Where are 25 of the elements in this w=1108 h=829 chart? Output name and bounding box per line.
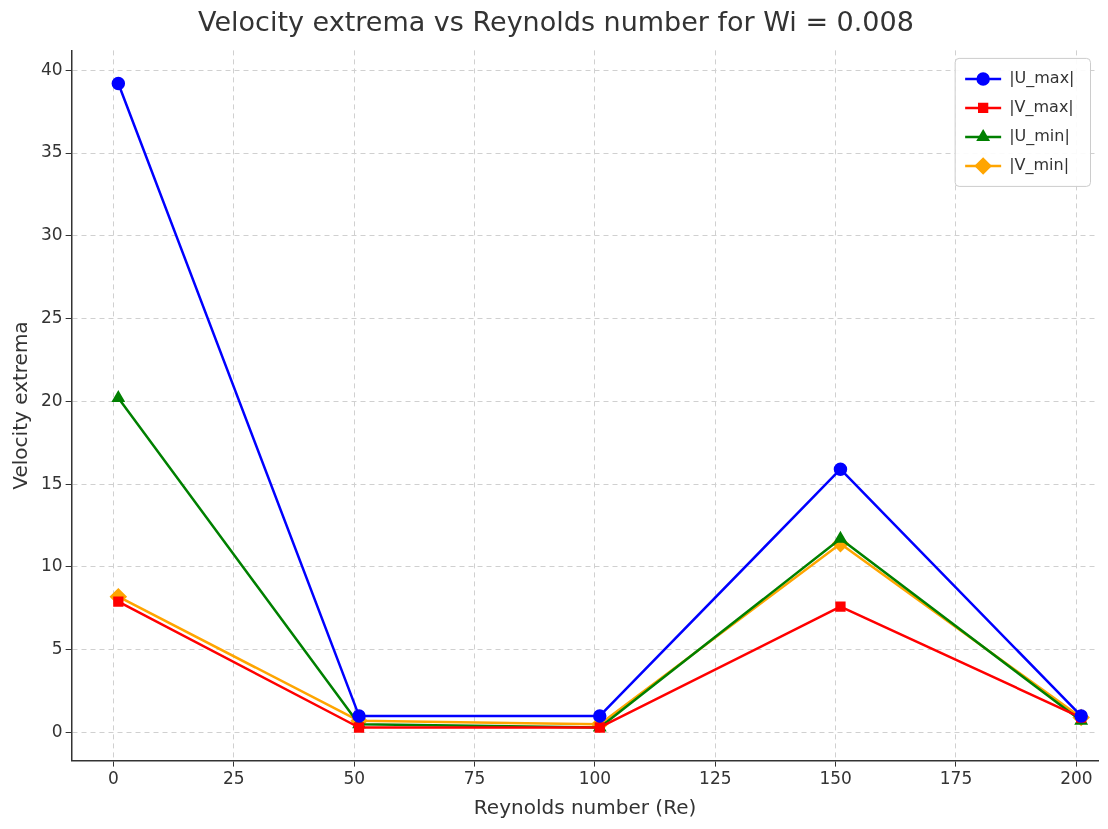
x-tick-label: 200 xyxy=(1060,768,1093,789)
y-tick-label: 30 xyxy=(40,224,63,245)
x-tick-label: 175 xyxy=(939,768,973,789)
chart-title: Velocity extrema vs Reynolds number for Wi = 0.008 xyxy=(198,6,914,38)
x-tick-label: 100 xyxy=(578,768,612,789)
y-axis-title: Velocity extrema xyxy=(8,321,33,490)
x-tick-label: 25 xyxy=(223,768,245,789)
x-tick-label: 0 xyxy=(108,768,119,789)
y-tick-label: 40 xyxy=(40,58,63,79)
y-tick-label: 15 xyxy=(40,472,63,493)
y-tick-label: 25 xyxy=(40,307,63,328)
y-tick-label: 20 xyxy=(40,389,63,410)
legend-label: |U_min| xyxy=(1009,126,1070,147)
x-tick-label: 150 xyxy=(819,768,852,789)
x-tick-label: 125 xyxy=(699,768,732,789)
x-axis-title: Reynolds number (Re) xyxy=(473,795,697,820)
y-tick-label: 0 xyxy=(51,720,63,741)
legend-label: |V_max| xyxy=(1009,97,1074,118)
legend-label: |V_min| xyxy=(1009,155,1070,176)
y-tick-label: 5 xyxy=(51,638,63,659)
legend-label: |U_max| xyxy=(1009,68,1075,89)
x-tick-label: 75 xyxy=(463,768,486,789)
x-tick-label: 50 xyxy=(343,768,366,789)
y-tick-label: 35 xyxy=(40,141,63,162)
y-tick-label: 10 xyxy=(40,555,63,576)
